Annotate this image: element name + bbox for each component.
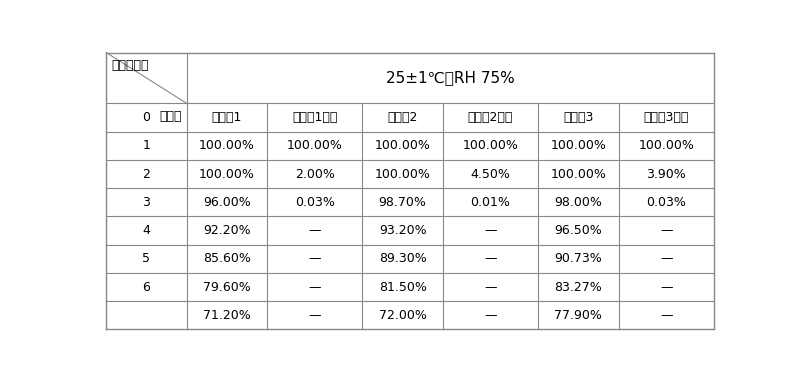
Text: —: — xyxy=(484,252,497,265)
Text: 0: 0 xyxy=(142,111,150,124)
Text: 72.00%: 72.00% xyxy=(378,309,426,322)
Text: 100.00%: 100.00% xyxy=(462,139,518,152)
Text: 2.00%: 2.00% xyxy=(295,167,334,181)
Text: 90.73%: 90.73% xyxy=(554,252,602,265)
Text: 96.00%: 96.00% xyxy=(203,196,251,209)
Text: 93.20%: 93.20% xyxy=(379,224,426,237)
Text: 100.00%: 100.00% xyxy=(199,139,255,152)
Text: 100.00%: 100.00% xyxy=(199,167,255,181)
Text: 77.90%: 77.90% xyxy=(554,309,602,322)
Text: —: — xyxy=(309,252,321,265)
Text: 100.00%: 100.00% xyxy=(550,167,606,181)
Text: 100.00%: 100.00% xyxy=(638,139,694,152)
Text: 92.20%: 92.20% xyxy=(203,224,251,237)
Text: 时间（月）: 时间（月） xyxy=(111,59,149,72)
Text: 6: 6 xyxy=(142,280,150,294)
Text: 3.90%: 3.90% xyxy=(646,167,686,181)
Text: 81.50%: 81.50% xyxy=(378,280,426,294)
Text: 5: 5 xyxy=(142,252,150,265)
Text: 1: 1 xyxy=(142,139,150,152)
Text: 存活率: 存活率 xyxy=(159,110,182,123)
Text: 89.30%: 89.30% xyxy=(379,252,426,265)
Text: —: — xyxy=(484,224,497,237)
Text: —: — xyxy=(660,280,673,294)
Text: —: — xyxy=(484,309,497,322)
Text: 3: 3 xyxy=(142,196,150,209)
Text: 85.60%: 85.60% xyxy=(203,252,251,265)
Text: 98.70%: 98.70% xyxy=(378,196,426,209)
Text: —: — xyxy=(660,224,673,237)
Text: 实施例1: 实施例1 xyxy=(212,111,242,124)
Text: 79.60%: 79.60% xyxy=(203,280,251,294)
Text: 4: 4 xyxy=(142,224,150,237)
Text: —: — xyxy=(484,280,497,294)
Text: 25±1℃，RH 75%: 25±1℃，RH 75% xyxy=(386,70,514,86)
Text: 83.27%: 83.27% xyxy=(554,280,602,294)
Text: —: — xyxy=(660,309,673,322)
Text: 100.00%: 100.00% xyxy=(287,139,342,152)
Text: 实施例3对照: 实施例3对照 xyxy=(643,111,689,124)
Text: 100.00%: 100.00% xyxy=(374,139,430,152)
Text: 实施例1对照: 实施例1对照 xyxy=(292,111,338,124)
Text: 实施例3: 实施例3 xyxy=(563,111,594,124)
Text: 实施例2: 实施例2 xyxy=(387,111,418,124)
Text: 96.50%: 96.50% xyxy=(554,224,602,237)
Text: —: — xyxy=(309,280,321,294)
Text: —: — xyxy=(660,252,673,265)
Text: 0.01%: 0.01% xyxy=(470,196,510,209)
Text: 100.00%: 100.00% xyxy=(550,139,606,152)
Text: 2: 2 xyxy=(142,167,150,181)
Text: 98.00%: 98.00% xyxy=(554,196,602,209)
Text: —: — xyxy=(309,224,321,237)
Text: 0.03%: 0.03% xyxy=(295,196,334,209)
Text: 4.50%: 4.50% xyxy=(470,167,510,181)
Text: 0.03%: 0.03% xyxy=(646,196,686,209)
Text: 71.20%: 71.20% xyxy=(203,309,251,322)
Text: —: — xyxy=(309,309,321,322)
Text: 实施例2对照: 实施例2对照 xyxy=(468,111,514,124)
Text: 100.00%: 100.00% xyxy=(374,167,430,181)
